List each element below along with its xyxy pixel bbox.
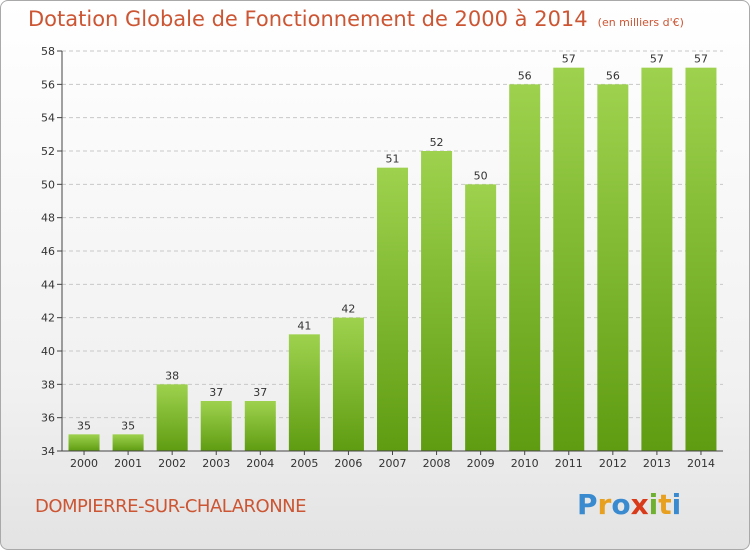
bar-value-label: 35 — [121, 419, 135, 432]
bar-value-label: 56 — [518, 69, 532, 82]
logo-letter: i — [648, 488, 659, 521]
chart-title-text: Dotation Globale de Fonctionnement de 20… — [28, 7, 588, 31]
bar — [68, 434, 100, 451]
bar — [509, 84, 541, 451]
bar — [597, 84, 629, 451]
bar-value-label: 57 — [562, 53, 576, 66]
x-tick-label: 2005 — [290, 457, 318, 470]
bar-value-label: 56 — [606, 69, 620, 82]
x-tick-label: 2004 — [246, 457, 274, 470]
x-tick-label: 2003 — [202, 457, 230, 470]
bar — [156, 384, 188, 451]
chart-title: Dotation Globale de Fonctionnement de 20… — [28, 7, 684, 31]
proxiti-logo: Proxiti — [577, 488, 681, 521]
logo-letter: i — [671, 488, 682, 521]
y-tick-label: 54 — [41, 112, 55, 125]
bar — [112, 434, 144, 451]
x-tick-label: 2010 — [511, 457, 539, 470]
x-tick-label: 2009 — [467, 457, 495, 470]
bar-value-label: 50 — [474, 169, 488, 182]
y-tick-label: 40 — [41, 345, 55, 358]
bar — [685, 67, 717, 452]
y-tick-label: 36 — [41, 412, 55, 425]
logo-letter: r — [597, 488, 612, 521]
bar-value-label: 57 — [694, 53, 708, 66]
bar — [200, 401, 232, 451]
bar-value-label: 38 — [165, 369, 179, 382]
y-tick-label: 58 — [41, 45, 55, 58]
bar-value-label: 37 — [209, 386, 223, 399]
y-tick-label: 52 — [41, 145, 55, 158]
y-tick-label: 56 — [41, 78, 55, 91]
bar — [377, 167, 408, 451]
x-tick-label: 2007 — [379, 457, 407, 470]
bar-value-label: 35 — [77, 419, 91, 432]
x-tick-label: 2006 — [334, 457, 362, 470]
bar — [641, 67, 673, 452]
y-tick-label: 42 — [41, 312, 55, 325]
y-tick-label: 34 — [41, 445, 55, 458]
logo-letter: t — [658, 488, 672, 521]
y-tick-label: 48 — [41, 212, 55, 225]
bar — [553, 67, 585, 452]
bar-value-label: 57 — [650, 53, 664, 66]
y-tick-label: 38 — [41, 378, 55, 391]
x-tick-label: 2008 — [423, 457, 451, 470]
bar-value-label: 37 — [253, 386, 267, 399]
x-tick-label: 2002 — [158, 457, 186, 470]
bar — [288, 334, 320, 451]
x-tick-label: 2001 — [114, 457, 142, 470]
logo-letter: o — [611, 488, 631, 521]
commune-name: DOMPIERRE-SUR-CHALARONNE — [35, 496, 307, 517]
y-tick-label: 44 — [41, 278, 55, 291]
bar — [421, 151, 453, 451]
logo-letter: x — [630, 488, 649, 521]
bar — [332, 317, 364, 451]
bar-value-label: 52 — [430, 136, 444, 149]
bar — [244, 401, 276, 451]
x-tick-label: 2013 — [643, 457, 671, 470]
bar — [465, 184, 497, 452]
x-tick-label: 2014 — [687, 457, 715, 470]
x-tick-label: 2000 — [70, 457, 98, 470]
bar-value-label: 41 — [297, 319, 311, 332]
bar-value-label: 42 — [341, 303, 355, 316]
y-tick-label: 50 — [41, 178, 55, 191]
x-tick-label: 2012 — [599, 457, 627, 470]
y-tick-label: 46 — [41, 245, 55, 258]
logo-letter: P — [577, 488, 598, 521]
bar-value-label: 51 — [386, 153, 400, 166]
chart-subtitle: (en milliers d'€) — [597, 16, 684, 29]
x-tick-label: 2011 — [555, 457, 583, 470]
